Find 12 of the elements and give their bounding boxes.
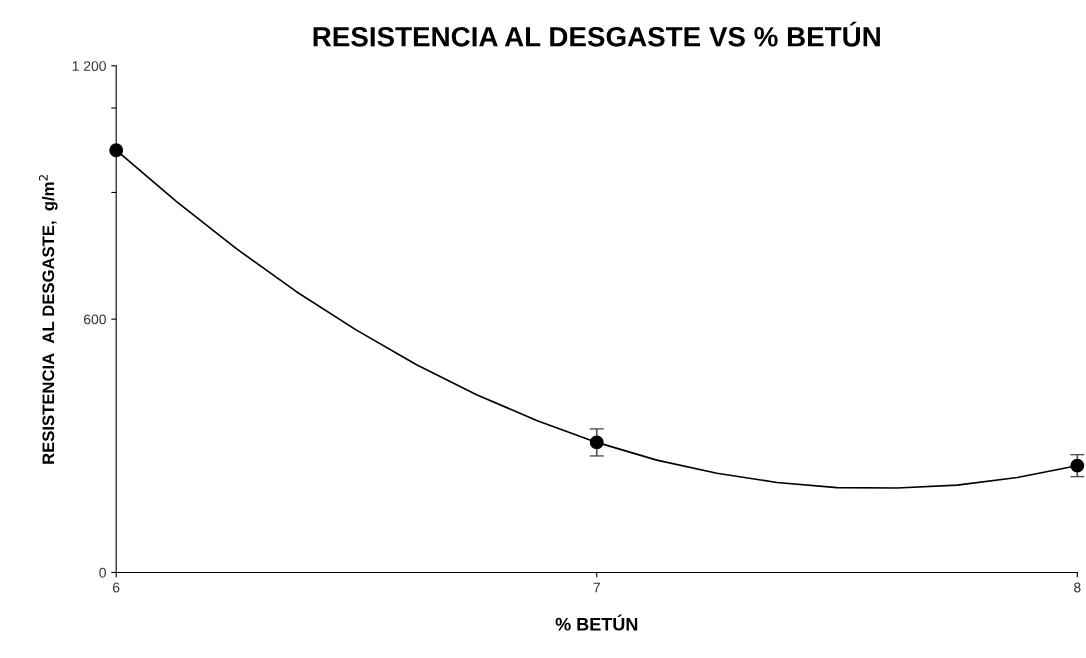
chart-title: RESISTENCIA AL DESGASTE VS % BETÚN [313, 21, 880, 47]
y-tick-label: 0 [99, 567, 106, 578]
point [1070, 458, 1085, 473]
y-axis-title: RESISTENCIA AL DESGASTE, g/m$^{2}$ [39, 175, 58, 464]
point [109, 143, 124, 158]
y-tick-label: 1 200 [72, 61, 106, 71]
x-tick-label: 8 [1074, 582, 1081, 593]
x-tick-label: 6 [113, 582, 120, 593]
x-tick-label: 7 [593, 582, 600, 593]
y-tick-label: 600 [84, 314, 106, 325]
point [589, 435, 604, 450]
x-axis-title: % BETÚN [555, 614, 638, 631]
